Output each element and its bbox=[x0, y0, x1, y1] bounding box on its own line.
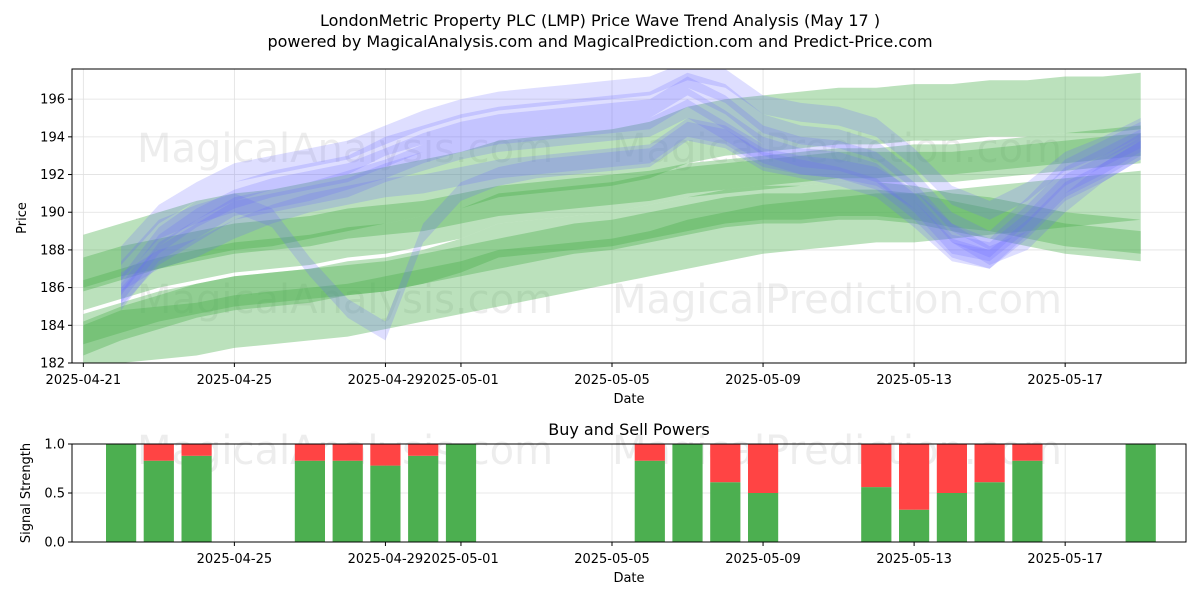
sell-bar bbox=[936, 444, 967, 493]
sell-bar bbox=[408, 444, 439, 456]
watermark-analysis-mid: MagicalAnalysis.com bbox=[137, 277, 553, 323]
price-plot-background bbox=[72, 69, 1186, 363]
price-y-label: Price bbox=[15, 202, 30, 234]
buy-bar bbox=[181, 455, 212, 542]
watermark-analysis-top: MagicalAnalysis.com bbox=[137, 126, 553, 172]
price-y-tick-label: 186 bbox=[40, 281, 65, 296]
buy-bar bbox=[899, 509, 930, 542]
green-wave-band-2 bbox=[83, 170, 1141, 363]
buy-bar bbox=[294, 460, 325, 542]
sell-bar bbox=[974, 444, 1005, 483]
watermark-prediction-top: MagicalPrediction.com bbox=[612, 126, 1062, 172]
price-y-tick-label: 184 bbox=[40, 319, 65, 334]
buy-bar bbox=[634, 460, 665, 542]
buy-bar bbox=[672, 444, 703, 542]
buy-bar bbox=[370, 465, 401, 542]
sell-bar bbox=[861, 444, 892, 488]
buy-bar bbox=[861, 487, 892, 542]
price-x-ticks: 2025-04-21 2025-04-25 2025-04-29 2025-05-01… bbox=[46, 363, 1103, 388]
price-y-tick-label: 188 bbox=[40, 243, 65, 258]
buy-bar bbox=[106, 444, 137, 542]
buy-bar bbox=[710, 482, 741, 542]
sell-bar bbox=[1012, 444, 1043, 461]
power-x-tick-label: 2025-05-17 bbox=[1027, 552, 1103, 567]
price-x-tick-label: 2025-05-09 bbox=[725, 373, 801, 388]
price-x-tick-label: 2025-05-17 bbox=[1027, 373, 1103, 388]
sell-bar bbox=[332, 444, 363, 461]
blue-wave-band-5 bbox=[121, 121, 1141, 341]
power-y-tick-label: 0.5 bbox=[44, 487, 65, 502]
buy-bar bbox=[936, 493, 967, 542]
price-plot-frame bbox=[71, 68, 1187, 364]
sell-bar bbox=[370, 444, 401, 466]
power-x-tick-label: 2025-04-29 bbox=[348, 552, 424, 567]
power-plot-title: Buy and Sell Powers bbox=[548, 420, 710, 439]
blue-wave-band-7 bbox=[121, 118, 1141, 292]
price-x-tick-label: 2025-04-21 bbox=[46, 373, 122, 388]
price-x-tick-label: 2025-05-01 bbox=[423, 373, 499, 388]
power-x-tick-label: 2025-05-05 bbox=[574, 552, 650, 567]
buy-bar bbox=[1125, 444, 1156, 542]
buy-bar bbox=[445, 444, 477, 542]
price-y-tick-label: 196 bbox=[40, 93, 65, 108]
chart-title-line1: LondonMetric Property PLC (LMP) Price Wa… bbox=[320, 11, 880, 30]
green-wave-band-6 bbox=[83, 133, 1141, 311]
price-plot: MagicalAnalysis.com MagicalPrediction.co… bbox=[15, 68, 1187, 407]
buy-bar bbox=[332, 460, 363, 542]
price-x-label: Date bbox=[613, 392, 644, 407]
power-x-tick-label: 2025-05-13 bbox=[876, 552, 952, 567]
power-x-label: Date bbox=[613, 571, 644, 586]
sell-bar bbox=[634, 444, 665, 461]
power-bars bbox=[106, 444, 1156, 542]
power-y-tick-label: 0.0 bbox=[44, 536, 65, 551]
price-y-ticks: 182 184 186 188 190 192 194 196 bbox=[40, 93, 72, 372]
chart-title-line2: powered by MagicalAnalysis.com and Magic… bbox=[267, 32, 932, 51]
sell-bar bbox=[710, 444, 741, 483]
buy-bar bbox=[974, 482, 1005, 542]
green-wave-band-5 bbox=[83, 189, 1141, 345]
sell-bar bbox=[143, 444, 174, 461]
power-y-tick-label: 1.0 bbox=[44, 438, 65, 453]
power-x-tick-label: 2025-04-25 bbox=[197, 552, 273, 567]
buy-bar bbox=[143, 460, 174, 542]
power-x-tick-label: 2025-05-01 bbox=[423, 552, 499, 567]
power-y-label: Signal Strength bbox=[19, 443, 34, 543]
price-y-tick-label: 192 bbox=[40, 168, 65, 183]
buy-bar bbox=[1012, 460, 1043, 542]
buy-bar bbox=[748, 493, 779, 542]
price-y-tick-label: 182 bbox=[40, 357, 65, 372]
sell-bar bbox=[181, 444, 212, 456]
green-wave-band-3 bbox=[83, 72, 1141, 292]
price-watermarks: MagicalAnalysis.com MagicalPrediction.co… bbox=[137, 126, 1062, 323]
sell-bar bbox=[748, 444, 779, 493]
power-x-tick-label: 2025-05-09 bbox=[725, 552, 801, 567]
green-wave-band-4 bbox=[83, 125, 1141, 288]
power-plot: Buy and Sell Powers MagicalAnalysis.com … bbox=[19, 420, 1187, 586]
power-x-ticks: 2025-04-25 2025-04-29 2025-05-01 2025-05-05… bbox=[197, 542, 1103, 567]
sell-bar bbox=[899, 444, 930, 510]
watermark-prediction-mid: MagicalPrediction.com bbox=[612, 277, 1062, 323]
green-wave-band-1 bbox=[83, 182, 1141, 356]
price-x-tick-label: 2025-05-13 bbox=[876, 373, 952, 388]
buy-bar bbox=[408, 455, 439, 542]
price-x-tick-label: 2025-05-05 bbox=[574, 373, 650, 388]
price-x-tick-label: 2025-04-29 bbox=[348, 373, 424, 388]
blue-wave-layer bbox=[121, 69, 1141, 341]
price-x-tick-label: 2025-04-25 bbox=[197, 373, 273, 388]
price-grid bbox=[72, 69, 1186, 364]
price-y-tick-label: 194 bbox=[40, 130, 65, 145]
power-y-ticks: 0.0 0.5 1.0 bbox=[44, 438, 72, 551]
price-y-tick-label: 190 bbox=[40, 206, 65, 221]
sell-bar bbox=[294, 444, 325, 461]
green-wave-layer bbox=[83, 72, 1141, 363]
